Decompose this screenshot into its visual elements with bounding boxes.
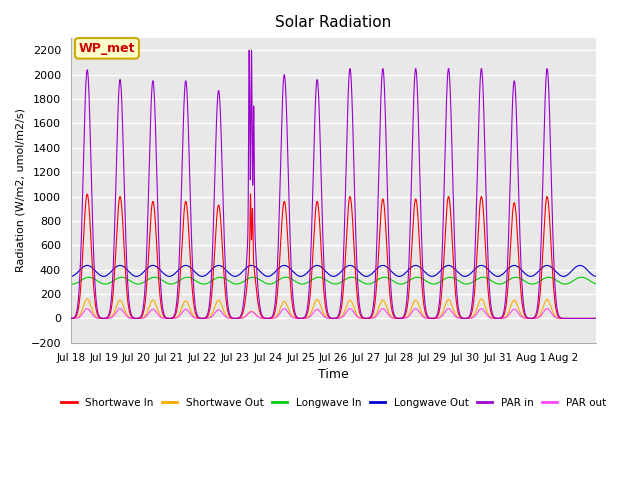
- PAR out: [353, 313, 361, 319]
- Longwave Out: [593, 274, 600, 279]
- Title: Solar Radiation: Solar Radiation: [275, 15, 392, 30]
- Longwave In: [593, 281, 600, 287]
- PAR out: [593, 315, 600, 321]
- Longwave In: [353, 276, 361, 282]
- Longwave Out: [353, 266, 361, 272]
- Longwave In: [517, 276, 525, 282]
- Line: PAR in: PAR in: [71, 50, 596, 318]
- Longwave In: [67, 281, 75, 287]
- Shortwave In: [246, 191, 254, 197]
- Longwave In: [504, 278, 511, 284]
- Shortwave Out: [353, 312, 360, 317]
- Text: WP_met: WP_met: [79, 42, 135, 55]
- Shortwave Out: [504, 312, 511, 318]
- Shortwave Out: [176, 310, 184, 316]
- Legend: Shortwave In, Shortwave Out, Longwave In, Longwave Out, PAR in, PAR out: Shortwave In, Shortwave Out, Longwave In…: [57, 394, 610, 412]
- Line: Longwave Out: Longwave Out: [71, 265, 596, 276]
- Longwave Out: [477, 263, 485, 268]
- Longwave Out: [176, 266, 184, 272]
- Shortwave Out: [381, 300, 388, 305]
- Line: Shortwave Out: Shortwave Out: [71, 299, 596, 318]
- Shortwave In: [381, 213, 389, 219]
- PAR in: [176, 244, 184, 250]
- Shortwave In: [477, 194, 485, 200]
- Shortwave In: [67, 315, 75, 321]
- Longwave In: [68, 281, 76, 287]
- Longwave In: [85, 275, 93, 280]
- PAR out: [477, 306, 485, 312]
- Shortwave In: [353, 289, 361, 295]
- Line: PAR out: PAR out: [71, 309, 596, 318]
- PAR in: [593, 315, 600, 321]
- PAR in: [67, 315, 75, 321]
- PAR out: [517, 313, 525, 319]
- PAR out: [381, 307, 389, 313]
- Y-axis label: Radiation (W/m2, umol/m2/s): Radiation (W/m2, umol/m2/s): [15, 108, 25, 273]
- Longwave In: [478, 275, 486, 280]
- PAR in: [353, 262, 361, 267]
- Shortwave In: [593, 315, 600, 321]
- Longwave Out: [67, 274, 75, 279]
- Longwave In: [381, 275, 389, 280]
- Shortwave Out: [477, 296, 485, 302]
- PAR in: [504, 267, 511, 273]
- Shortwave Out: [517, 311, 525, 317]
- PAR in: [245, 48, 253, 53]
- PAR in: [517, 259, 525, 264]
- Line: Longwave In: Longwave In: [71, 277, 596, 284]
- Longwave Out: [517, 266, 525, 272]
- Shortwave Out: [593, 315, 600, 321]
- PAR out: [116, 306, 124, 312]
- Longwave In: [176, 277, 184, 283]
- Shortwave Out: [477, 296, 485, 302]
- Longwave Out: [504, 267, 511, 273]
- X-axis label: Time: Time: [318, 368, 349, 381]
- PAR in: [477, 66, 485, 72]
- PAR out: [176, 312, 184, 318]
- Longwave Out: [83, 263, 91, 268]
- PAR out: [504, 314, 511, 320]
- PAR out: [67, 315, 75, 321]
- PAR in: [381, 101, 389, 107]
- Line: Shortwave In: Shortwave In: [71, 194, 596, 318]
- Shortwave Out: [67, 315, 75, 321]
- Shortwave In: [504, 292, 511, 298]
- Shortwave In: [176, 280, 184, 286]
- Shortwave In: [517, 288, 525, 294]
- Longwave Out: [381, 263, 389, 269]
